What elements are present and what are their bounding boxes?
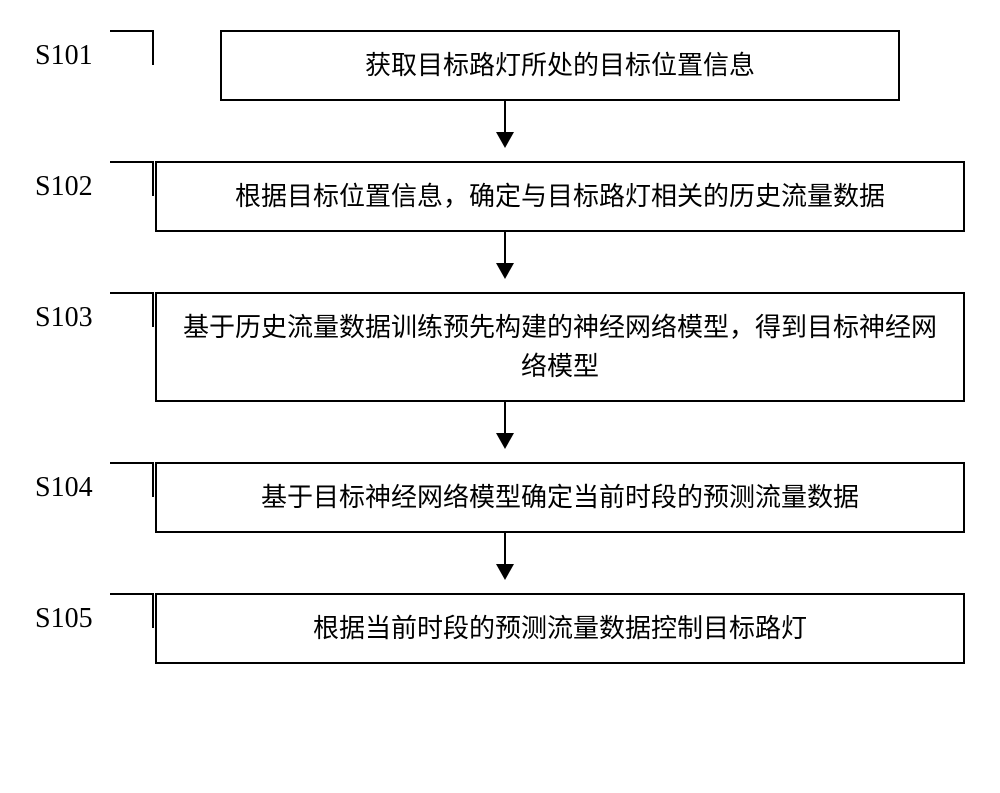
arrow-container <box>20 533 980 593</box>
step-row-s105: S105 根据当前时段的预测流量数据控制目标路灯 <box>20 593 980 664</box>
arrow-container <box>20 232 980 292</box>
arrow-container <box>20 402 980 462</box>
step-row-s103: S103 基于历史流量数据训练预先构建的神经网络模型，得到目标神经网络模型 <box>20 292 980 402</box>
arrow-icon <box>504 101 506 146</box>
step-box-s102: 根据目标位置信息，确定与目标路灯相关的历史流量数据 <box>155 161 965 232</box>
arrow-icon <box>504 533 506 578</box>
step-row-s104: S104 基于目标神经网络模型确定当前时段的预测流量数据 <box>20 462 980 533</box>
label-connector <box>110 30 154 65</box>
step-box-s104: 基于目标神经网络模型确定当前时段的预测流量数据 <box>155 462 965 533</box>
step-row-s102: S102 根据目标位置信息，确定与目标路灯相关的历史流量数据 <box>20 161 980 232</box>
step-box-s105: 根据当前时段的预测流量数据控制目标路灯 <box>155 593 965 664</box>
label-connector <box>110 161 154 196</box>
arrow-icon <box>504 402 506 447</box>
arrow-container <box>20 101 980 161</box>
step-box-s103: 基于历史流量数据训练预先构建的神经网络模型，得到目标神经网络模型 <box>155 292 965 402</box>
label-connector <box>110 462 154 497</box>
step-box-s101: 获取目标路灯所处的目标位置信息 <box>220 30 900 101</box>
flowchart-container: S101 获取目标路灯所处的目标位置信息 S102 根据目标位置信息，确定与目标… <box>20 30 980 664</box>
label-connector <box>110 593 154 628</box>
label-connector <box>110 292 154 327</box>
arrow-icon <box>504 232 506 277</box>
step-row-s101: S101 获取目标路灯所处的目标位置信息 <box>20 30 980 101</box>
